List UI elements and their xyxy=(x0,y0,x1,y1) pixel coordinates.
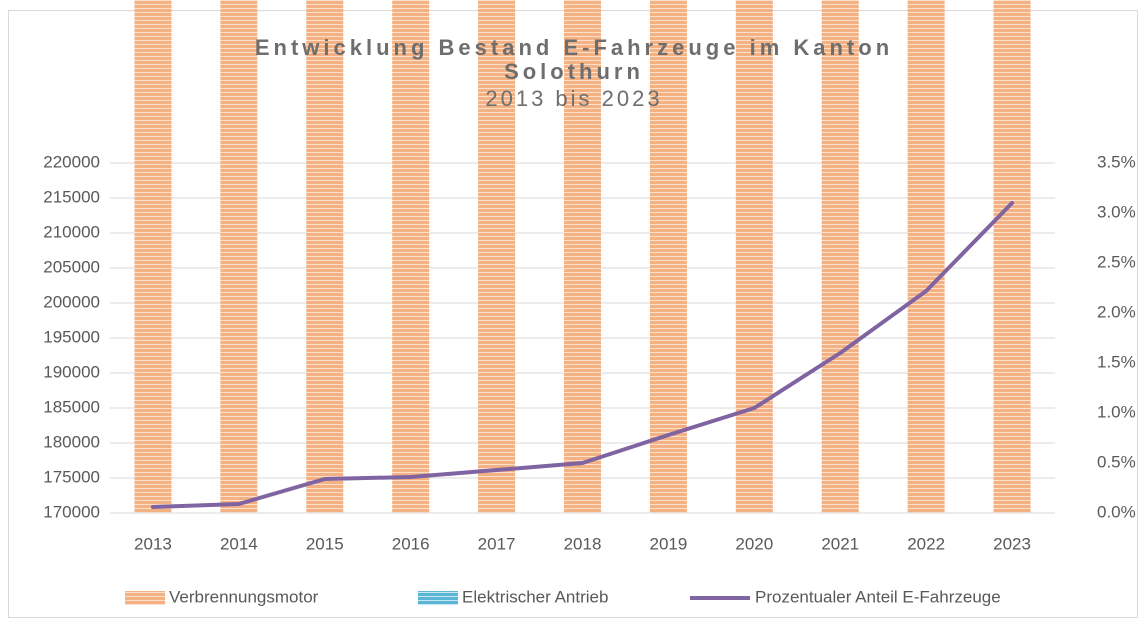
x-tick-label: 2023 xyxy=(993,534,1031,553)
y-tick-label: 200000 xyxy=(43,292,100,311)
x-tick-label: 2020 xyxy=(735,534,773,553)
bar-segment xyxy=(392,0,430,513)
y2-tick-label: 0.0% xyxy=(1097,502,1136,521)
y-tick-label: 195000 xyxy=(43,327,100,346)
x-tick-label: 2022 xyxy=(907,534,945,553)
bar-segment xyxy=(821,0,859,513)
y-tick-label: 220000 xyxy=(43,152,100,171)
y-tick-label: 185000 xyxy=(43,397,100,416)
y-tick-label: 175000 xyxy=(43,467,100,486)
legend-label: Verbrennungsmotor xyxy=(169,587,319,606)
bar-segment xyxy=(907,0,945,513)
x-tick-label: 2016 xyxy=(392,534,430,553)
line-series xyxy=(150,201,1015,509)
y-tick-label: 170000 xyxy=(43,502,100,521)
bar-segment xyxy=(564,0,601,514)
y-tick-label: 210000 xyxy=(43,222,100,241)
y-tick-label: 180000 xyxy=(43,432,100,451)
y-tick-label: 190000 xyxy=(43,362,100,381)
y2-tick-label: 2.5% xyxy=(1097,252,1136,271)
legend-swatch xyxy=(418,591,458,605)
bar-segment xyxy=(478,0,516,513)
y2-tick-label: 3.0% xyxy=(1097,202,1136,221)
x-tick-label: 2017 xyxy=(478,534,516,553)
x-tick-label: 2013 xyxy=(134,534,172,553)
bar-segment xyxy=(220,0,258,513)
y2-tick-label: 3.5% xyxy=(1097,152,1136,171)
y2-tick-label: 2.0% xyxy=(1097,302,1136,321)
legend-label: Elektrischer Antrieb xyxy=(462,587,608,606)
x-tick-label: 2014 xyxy=(220,534,258,553)
x-tick-label: 2019 xyxy=(649,534,687,553)
y-tick-label: 215000 xyxy=(43,187,100,206)
chart-subtitle: 2013 bis 2023 xyxy=(485,86,663,111)
y2-tick-label: 1.0% xyxy=(1097,402,1136,421)
bar-segment xyxy=(735,0,773,513)
chart-title: Entwicklung Bestand E-Fahrzeuge im Kanto… xyxy=(254,35,894,84)
y2-tick-label: 0.5% xyxy=(1097,452,1136,471)
y-tick-label: 205000 xyxy=(43,257,100,276)
legend-label: Prozentualer Anteil E-Fahrzeuge xyxy=(755,587,1001,606)
x-tick-label: 2021 xyxy=(821,534,859,553)
x-tick-label: 2018 xyxy=(564,534,602,553)
y2-tick-label: 1.5% xyxy=(1097,352,1136,371)
legend-swatch xyxy=(125,591,165,605)
bar-segment xyxy=(649,0,687,513)
bar-segment xyxy=(306,0,344,513)
x-tick-label: 2015 xyxy=(306,534,344,553)
bar-segment xyxy=(134,0,172,513)
bar-segment xyxy=(993,0,1031,513)
